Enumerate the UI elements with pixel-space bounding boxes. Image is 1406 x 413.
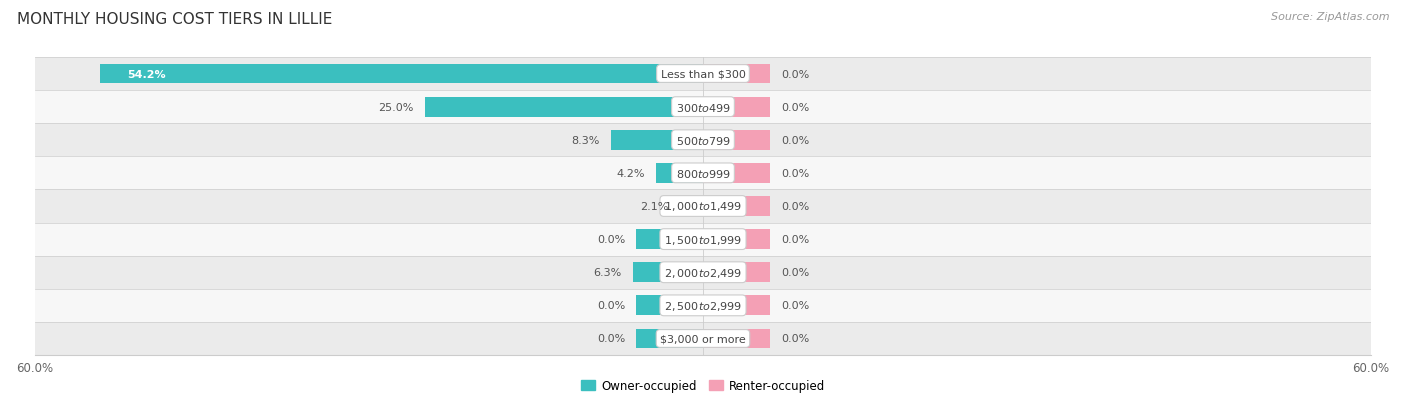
Text: $800 to $999: $800 to $999 [675, 168, 731, 179]
Legend: Owner-occupied, Renter-occupied: Owner-occupied, Renter-occupied [576, 375, 830, 397]
Bar [703, 329, 769, 349]
Text: 6.3%: 6.3% [593, 268, 621, 278]
Text: 0.0%: 0.0% [780, 102, 810, 112]
Bar [425, 97, 703, 117]
Text: $1,500 to $1,999: $1,500 to $1,999 [664, 233, 742, 246]
Text: 0.0%: 0.0% [780, 334, 810, 344]
Bar [679, 197, 703, 216]
Bar [703, 197, 769, 216]
Text: 0.0%: 0.0% [780, 135, 810, 145]
Bar [636, 296, 703, 316]
Bar [636, 329, 703, 349]
Text: 25.0%: 25.0% [378, 102, 413, 112]
Bar [35, 256, 1371, 289]
Bar [636, 230, 703, 249]
Text: 0.0%: 0.0% [596, 334, 626, 344]
Bar [35, 190, 1371, 223]
Text: $2,000 to $2,499: $2,000 to $2,499 [664, 266, 742, 279]
Text: Source: ZipAtlas.com: Source: ZipAtlas.com [1271, 12, 1389, 22]
Bar [703, 131, 769, 150]
Bar [703, 296, 769, 316]
Bar [703, 164, 769, 183]
Bar [633, 263, 703, 282]
Text: $2,500 to $2,999: $2,500 to $2,999 [664, 299, 742, 312]
Bar [35, 289, 1371, 322]
Bar [35, 124, 1371, 157]
Text: $3,000 or more: $3,000 or more [661, 334, 745, 344]
Bar [35, 91, 1371, 124]
Text: 0.0%: 0.0% [596, 235, 626, 244]
Text: $1,000 to $1,499: $1,000 to $1,499 [664, 200, 742, 213]
Bar [100, 64, 703, 84]
Text: 0.0%: 0.0% [780, 235, 810, 244]
Bar [703, 97, 769, 117]
Bar [703, 64, 769, 84]
Text: $300 to $499: $300 to $499 [675, 102, 731, 113]
Bar [35, 223, 1371, 256]
Text: 0.0%: 0.0% [780, 69, 810, 79]
Bar [610, 131, 703, 150]
Bar [35, 157, 1371, 190]
Text: 0.0%: 0.0% [780, 268, 810, 278]
Bar [703, 230, 769, 249]
Text: 0.0%: 0.0% [596, 301, 626, 311]
Text: MONTHLY HOUSING COST TIERS IN LILLIE: MONTHLY HOUSING COST TIERS IN LILLIE [17, 12, 332, 27]
Bar [703, 263, 769, 282]
Bar [35, 322, 1371, 355]
Text: Less than $300: Less than $300 [661, 69, 745, 79]
Text: 54.2%: 54.2% [128, 69, 166, 79]
Text: 0.0%: 0.0% [780, 169, 810, 178]
Text: 4.2%: 4.2% [617, 169, 645, 178]
Bar [35, 58, 1371, 91]
Text: $500 to $799: $500 to $799 [675, 135, 731, 146]
Text: 0.0%: 0.0% [780, 301, 810, 311]
Bar [657, 164, 703, 183]
Text: 2.1%: 2.1% [640, 202, 668, 211]
Text: 0.0%: 0.0% [780, 202, 810, 211]
Text: 8.3%: 8.3% [571, 135, 599, 145]
